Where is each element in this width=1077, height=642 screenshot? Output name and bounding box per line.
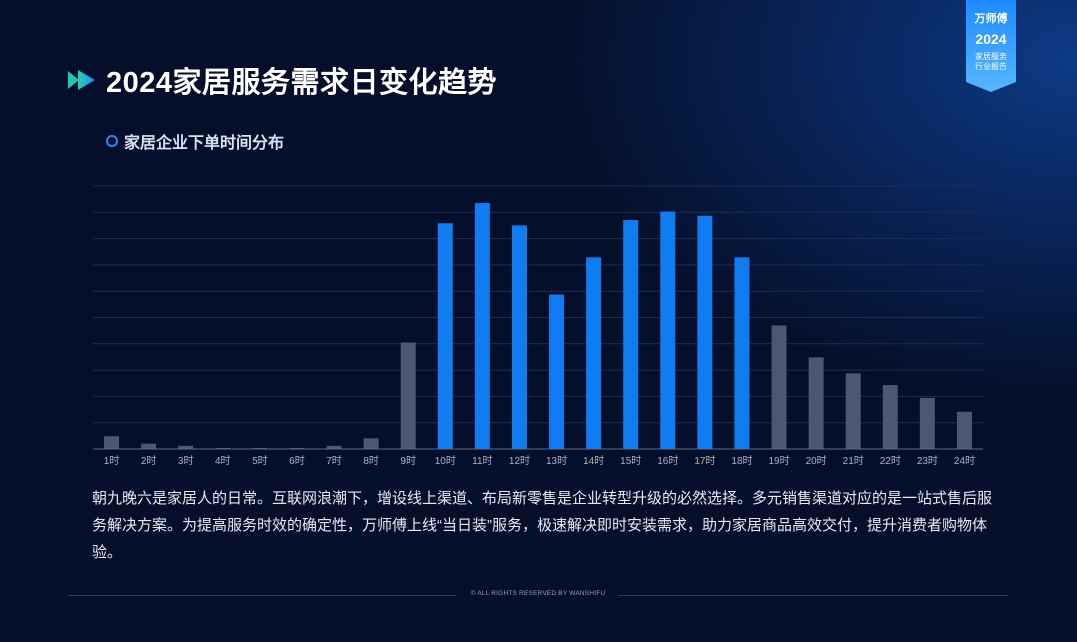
badge-year: 2024 [975, 31, 1007, 47]
badge-brand: 万师傅 [974, 13, 1008, 25]
badge-ribbon-shape [966, 0, 1016, 92]
bar-10时 [437, 223, 453, 449]
bar-15时 [623, 220, 639, 449]
x-tick-label: 22时 [880, 455, 901, 467]
x-tick-label: 19时 [768, 455, 789, 467]
title-bar: 2024家居服务需求日变化趋势 [68, 60, 497, 100]
footer: © ALL RIGHTS RESERVED BY WANSHIFU [68, 590, 1008, 602]
badge-line-2: 行业报告 [975, 62, 1007, 71]
footer-line-right [618, 595, 1008, 596]
bar-1时 [104, 436, 120, 449]
x-tick-label: 16时 [657, 455, 678, 467]
x-tick-label: 2时 [141, 455, 157, 467]
bar-2时 [141, 443, 157, 449]
x-tick-label: 15时 [620, 455, 641, 467]
chart-subtitle-text: 家居企业下单时间分布 [124, 135, 285, 152]
bar-5时 [252, 447, 268, 449]
x-tick-label: 1时 [104, 455, 120, 467]
bar-12时 [511, 225, 527, 449]
x-tick-label: 24时 [954, 455, 975, 467]
x-tick-label: 23时 [917, 455, 938, 467]
x-tick-label: 5时 [252, 455, 268, 467]
x-tick-label: 12时 [509, 455, 530, 467]
bar-4时 [215, 447, 231, 449]
x-tick-label: 17时 [694, 455, 715, 467]
x-tick-label: 21时 [843, 455, 864, 467]
page-title: 2024家居服务需求日变化趋势 [106, 67, 498, 99]
footer-copyright: © ALL RIGHTS RESERVED BY WANSHIFU [470, 590, 606, 597]
bar-20时 [808, 357, 824, 449]
bar-14时 [586, 257, 602, 449]
bar-23时 [919, 397, 935, 449]
bar-13时 [549, 294, 565, 449]
x-tick-label: 13时 [546, 455, 567, 467]
x-tick-label: 7时 [326, 455, 342, 467]
badge-line-1: 家居服务 [975, 52, 1007, 61]
x-tick-label: 3时 [178, 455, 194, 467]
bar-11时 [474, 203, 490, 449]
x-tick-label: 9时 [400, 455, 416, 467]
x-tick-label: 10时 [435, 455, 456, 467]
bar-21时 [845, 373, 861, 449]
bar-7时 [326, 445, 342, 449]
x-tick-label: 4时 [215, 455, 231, 467]
circle-outline-icon [106, 135, 118, 147]
bar-6时 [289, 447, 305, 449]
x-tick-label: 6时 [289, 455, 305, 467]
bar-18时 [734, 257, 750, 449]
chart-subtitle: 家居企业下单时间分布 [106, 129, 284, 153]
double-chevron-right-icon [68, 70, 95, 90]
bar-19时 [771, 325, 787, 449]
bar-17时 [697, 215, 713, 449]
description-paragraph: 朝九晚六是家居人的日常。互联网浪潮下，增设线上渠道、布局新零售是企业转型升级的必… [92, 490, 993, 561]
report-badge: 万师傅 2024 家居服务 行业报告 [966, 0, 1016, 92]
bar-22时 [882, 385, 898, 449]
x-tick-label: 8时 [363, 455, 379, 467]
bar-16时 [660, 211, 676, 449]
x-tick-label: 18时 [731, 455, 752, 467]
bar-24时 [956, 411, 972, 449]
footer-line-left [68, 595, 456, 596]
x-tick-label: 14时 [583, 455, 604, 467]
x-tick-label: 20时 [806, 455, 827, 467]
x-tick-label: 11时 [472, 455, 492, 467]
bar-3时 [178, 445, 194, 449]
bar-9时 [400, 342, 416, 449]
bar-8时 [363, 438, 379, 449]
